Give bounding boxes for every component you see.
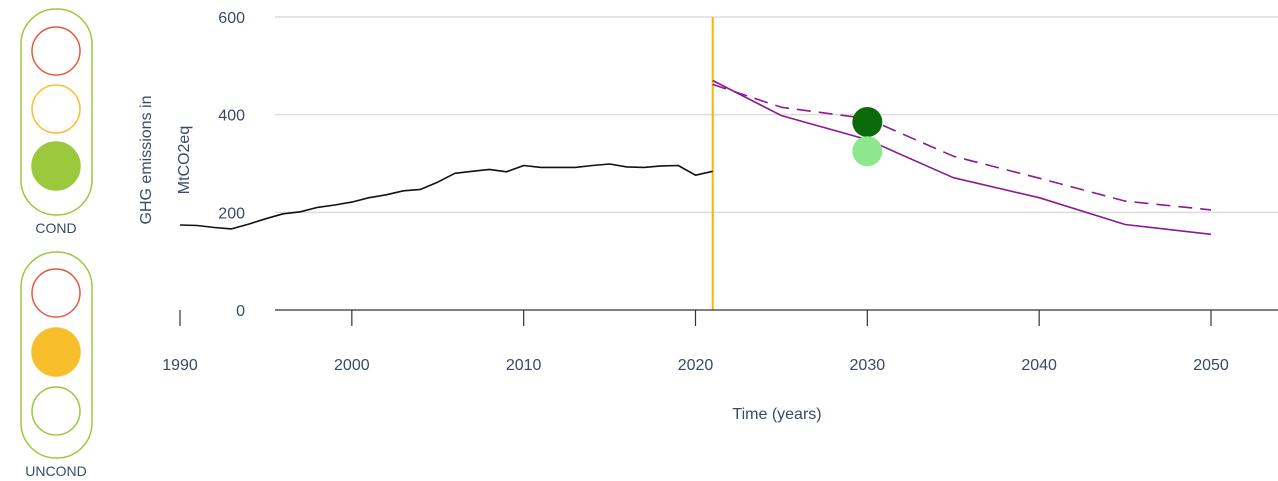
y-axis-title: GHG emissions in MtCO2eq <box>138 96 193 225</box>
amber-light-icon <box>31 84 81 134</box>
x-axis-title: Time (years) <box>732 406 821 423</box>
x-tick-label: 2040 <box>1021 357 1057 374</box>
x-tick-label: 2030 <box>850 357 886 374</box>
traffic-light-frame <box>20 251 93 459</box>
traffic-light-label: COND <box>35 220 76 236</box>
x-tick-label: 2010 <box>506 357 542 374</box>
traffic-light-frame <box>20 8 93 216</box>
red-light-icon <box>31 268 81 318</box>
target-point-0 <box>852 106 883 137</box>
x-tick-label: 2000 <box>334 357 370 374</box>
x-tick-label: 2050 <box>1193 357 1229 374</box>
traffic-light-label: UNCOND <box>25 463 86 479</box>
green-light-icon <box>31 141 81 191</box>
x-tick-label: 2020 <box>678 357 714 374</box>
target-points <box>852 106 883 167</box>
traffic-light-panel: COND UNCOND <box>20 8 93 479</box>
traffic-light-uncond: UNCOND <box>20 251 93 479</box>
series-line-1 <box>712 79 1212 236</box>
y-tick-label: 0 <box>236 303 245 320</box>
y-tick-label: 200 <box>218 205 245 222</box>
series-line-0 <box>179 163 713 230</box>
amber-light-icon <box>31 327 81 377</box>
target-point-1 <box>852 136 883 167</box>
x-tick-label: 1990 <box>162 357 198 374</box>
series-group <box>179 79 1212 236</box>
series-line-2 <box>712 83 1212 211</box>
red-light-icon <box>31 26 81 76</box>
green-light-icon <box>31 386 81 436</box>
y-tick-label: 400 <box>218 108 245 125</box>
axes: 0 200 400 600 1990 2000 2010 2020 2030 2040 2050 <box>162 10 1278 374</box>
emissions-chart: 0 200 400 600 1990 2000 2010 2020 2030 2040 2050 T… <box>138 10 1278 423</box>
gridlines <box>275 16 1278 214</box>
y-tick-label: 600 <box>218 10 245 27</box>
traffic-light-cond: COND <box>20 8 93 236</box>
